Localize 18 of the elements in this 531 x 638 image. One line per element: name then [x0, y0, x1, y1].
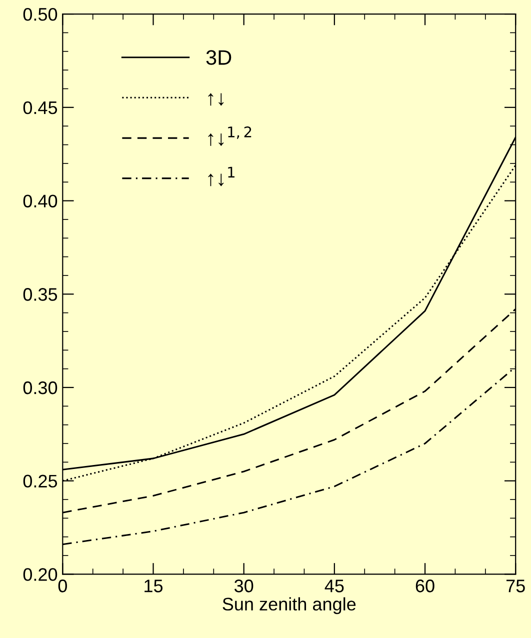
x-tick-label: 30	[234, 580, 254, 592]
legend-label: ↑↓$^{1,2}$	[208, 126, 252, 146]
y-tick-label: 0.50	[23, 8, 58, 21]
legend-label: 3D	[206, 50, 232, 65]
x-tick-label: 75	[506, 580, 525, 592]
y-tick-label: 0.30	[23, 381, 58, 394]
y-tick-label: 0.45	[23, 101, 58, 114]
legend-label: ↑↓	[208, 93, 224, 106]
legend-label: ↑↓$^{1}$	[208, 166, 234, 186]
y-tick-label: 0.35	[23, 288, 58, 301]
y-tick-label: 0.40	[23, 194, 58, 208]
x-tick-label: 0	[58, 580, 67, 592]
x-axis-title: Sun zenith angle	[222, 597, 356, 614]
y-tick-label: 0.20	[23, 568, 58, 581]
x-tick-label: 60	[416, 580, 434, 592]
y-tick-label: 0.25	[23, 474, 58, 488]
x-tick-label: 15	[144, 580, 163, 592]
x-tick-label: 45	[324, 580, 344, 592]
